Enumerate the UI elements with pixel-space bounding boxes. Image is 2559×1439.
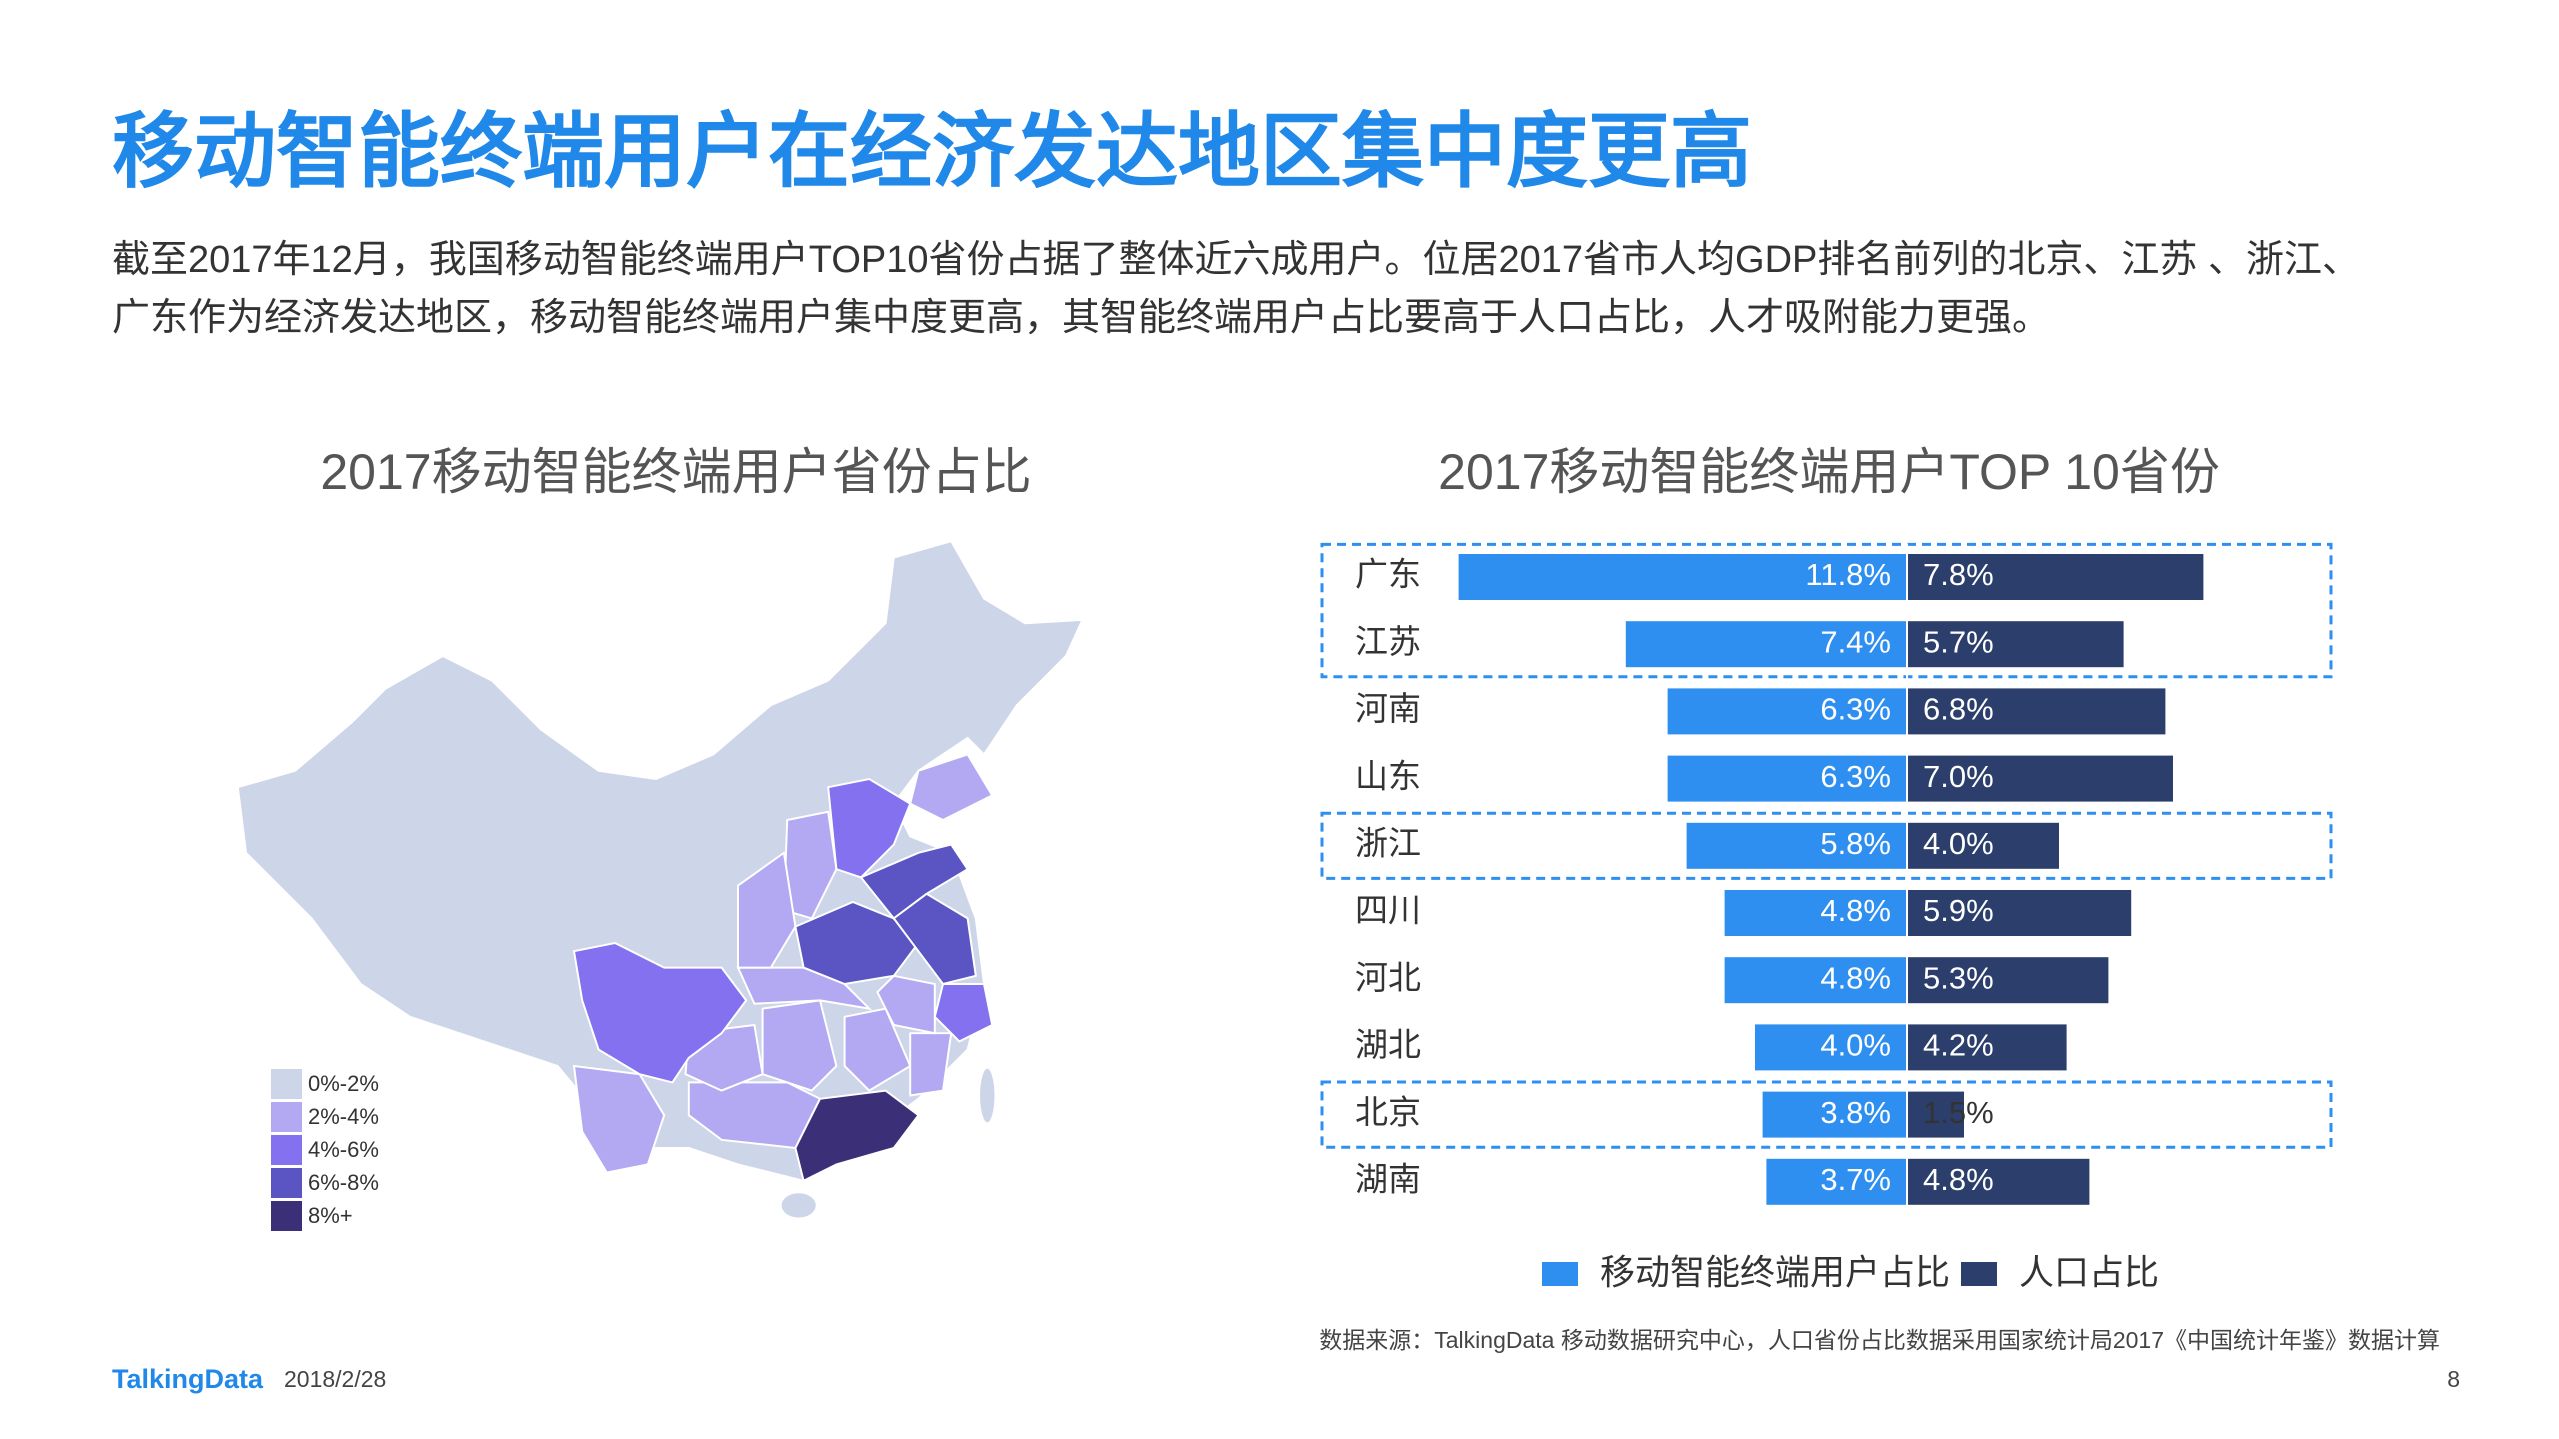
page-number: 8 [2447,1366,2460,1392]
legend-label: 2%-4% [308,1104,379,1129]
subtitle-line: 截至2017年12月，我国移动智能终端用户TOP10省份占据了整体近六成用户。位… [112,239,2360,281]
china-map [236,540,1084,1220]
value-label: 11.8% [1805,557,1891,592]
bar [1667,688,1907,735]
highlight-box [1320,811,2333,880]
map-region [876,974,936,1035]
legend-swatch [1961,1262,1997,1286]
category-label: 浙江 [1355,825,1421,862]
legend-label: 人口占比 [2019,1253,2159,1292]
map-region [909,1032,953,1097]
value-label: 7.8% [1923,557,1994,592]
category-label: 北京 [1355,1093,1421,1130]
chart-title: 2017移动智能终端用户TOP 10省份 [1438,444,2220,500]
map-region [737,851,797,969]
map-region [827,777,912,879]
category-label: 江苏 [1355,623,1421,660]
value-label: 5.7% [1923,624,1994,659]
value-label: 3.7% [1820,1162,1891,1197]
map-region [892,892,977,986]
legend-swatch [271,1168,302,1198]
bar [1907,554,2204,600]
brand: TalkingData [112,1364,264,1394]
value-label: 4.8% [1820,960,1891,995]
map-region [909,753,994,822]
value-label: 4.2% [1923,1028,1994,1063]
bar [1724,890,1907,936]
legend-label: 6%-8% [308,1170,379,1195]
legend-label: 8%+ [308,1203,353,1228]
bar [1907,890,2132,936]
legend-swatch [271,1201,302,1231]
map-region [794,900,920,986]
category-label: 河北 [1355,959,1421,996]
bar [1762,1091,1907,1138]
category-label: 四川 [1355,892,1421,929]
legend-swatch [1542,1262,1578,1286]
bar [1907,621,2124,668]
bar [1907,688,2166,735]
map-region [794,1089,920,1183]
bar [1458,554,1907,600]
bar [1766,1158,1907,1205]
source-note: 数据来源：TalkingData 移动数据研究中心，人口省份占比数据采用国家统计… [1319,1327,2440,1353]
legend-swatch [271,1069,302,1099]
value-label: 4.0% [1923,826,1994,861]
map-region [978,1066,997,1125]
date: 2018/2/28 [284,1366,386,1392]
map-region [933,983,994,1043]
category-label: 山东 [1355,757,1421,794]
bar [1625,621,1907,668]
highlight-box [1320,1080,2333,1149]
value-label: 1.5% [1923,1095,1994,1130]
category-label: 湖北 [1355,1026,1421,1063]
bar [1755,1024,1907,1071]
legend-swatch [271,1135,302,1165]
map-title: 2017移动智能终端用户省份占比 [320,444,1031,500]
value-label: 5.3% [1923,960,1994,995]
legend-label: 移动智能终端用户占比 [1600,1253,1950,1292]
category-label: 湖南 [1355,1161,1421,1198]
category-label: 广东 [1355,556,1421,593]
value-label: 4.0% [1820,1028,1891,1063]
value-label: 5.9% [1923,893,1994,928]
bar [1907,822,2059,869]
map-region [572,941,748,1084]
bar [1667,755,1907,802]
legend-label: 4%-6% [308,1137,379,1162]
bar [1907,755,2173,802]
bar [1907,1091,1964,1138]
bar [1724,957,1907,1004]
value-label: 5.8% [1820,826,1891,861]
value-label: 6.8% [1923,692,1994,727]
legend-label: 0%-2% [308,1071,379,1096]
value-label: 4.8% [1923,1162,1994,1197]
value-label: 7.0% [1923,759,1994,794]
bar [1907,1024,2067,1071]
bar [1686,822,1907,869]
value-label: 6.3% [1820,759,1891,794]
map-region [843,1007,912,1092]
bar [1907,1158,2090,1205]
value-label: 3.8% [1820,1095,1891,1130]
slide-title: 移动智能终端用户在经济发达地区集中度更高 [112,107,1752,198]
category-label: 河南 [1355,690,1421,727]
map-region [779,1191,818,1220]
subtitle-line: 广东作为经济发达地区，移动智能终端用户集中度更高，其智能终端用户占比要高于人口占… [112,297,2050,339]
legend-swatch [271,1102,302,1132]
value-label: 4.8% [1820,893,1891,928]
value-label: 6.3% [1820,692,1891,727]
value-label: 7.4% [1820,624,1891,659]
bar [1907,957,2109,1004]
